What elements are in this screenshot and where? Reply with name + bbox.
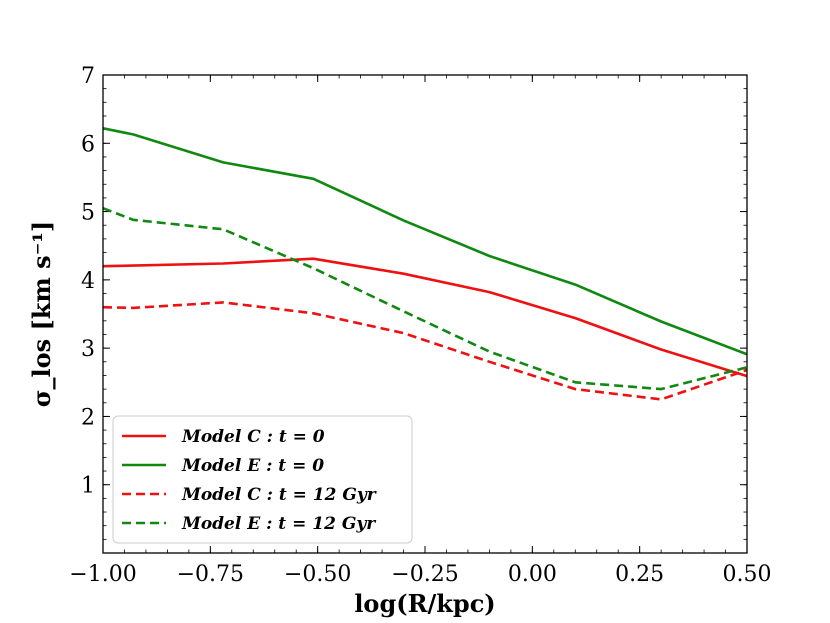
series-line-1 <box>103 257 747 378</box>
y-tick-label: 5 <box>81 201 95 226</box>
x-tick-label: −1.00 <box>69 562 136 587</box>
plot-frame <box>102 74 748 554</box>
legend-label-1: Model C : t = 0 <box>181 427 325 447</box>
series-line-4 <box>103 206 747 391</box>
x-tick-labels: −1.00 −0.75 −0.50 −0.25 0.00 0.25 0.50 <box>69 562 771 587</box>
y-tick-label: 7 <box>81 64 95 89</box>
y-tick-label: 3 <box>81 337 95 362</box>
legend-label-2: Model E : t = 0 <box>181 456 324 476</box>
series-line-3 <box>103 301 747 401</box>
y-tick-labels: 1 2 3 4 5 6 7 <box>81 64 95 499</box>
legend-label-4: Model E : t = 12 Gyr <box>181 514 376 534</box>
y-tick-label: 4 <box>81 269 95 294</box>
x-tick-label: 0.00 <box>508 562 557 587</box>
y-tick-label: 6 <box>81 132 95 157</box>
x-tick-label: −0.75 <box>177 562 244 587</box>
x-tick-label: −0.50 <box>284 562 351 587</box>
x-tick-label: 0.50 <box>723 562 772 587</box>
legend: Model C : t = 0 Model E : t = 0 Model C : … <box>112 415 413 544</box>
legend-items: Model C : t = 0 Model E : t = 0 Model C : … <box>122 427 377 534</box>
legend-label-3: Model C : t = 12 Gyr <box>181 485 377 505</box>
y-axis-label: σ_los [km s⁻¹] <box>27 221 56 407</box>
y-tick-label: 2 <box>81 405 95 430</box>
series-line-2 <box>103 127 747 356</box>
x-axis-label: log(R/kpc) <box>354 589 495 618</box>
series-layer <box>103 127 747 401</box>
legend-frame <box>112 415 413 544</box>
x-tick-label: −0.25 <box>391 562 458 587</box>
y-tick-label: 1 <box>81 474 95 499</box>
x-tick-label: 0.25 <box>615 562 664 587</box>
